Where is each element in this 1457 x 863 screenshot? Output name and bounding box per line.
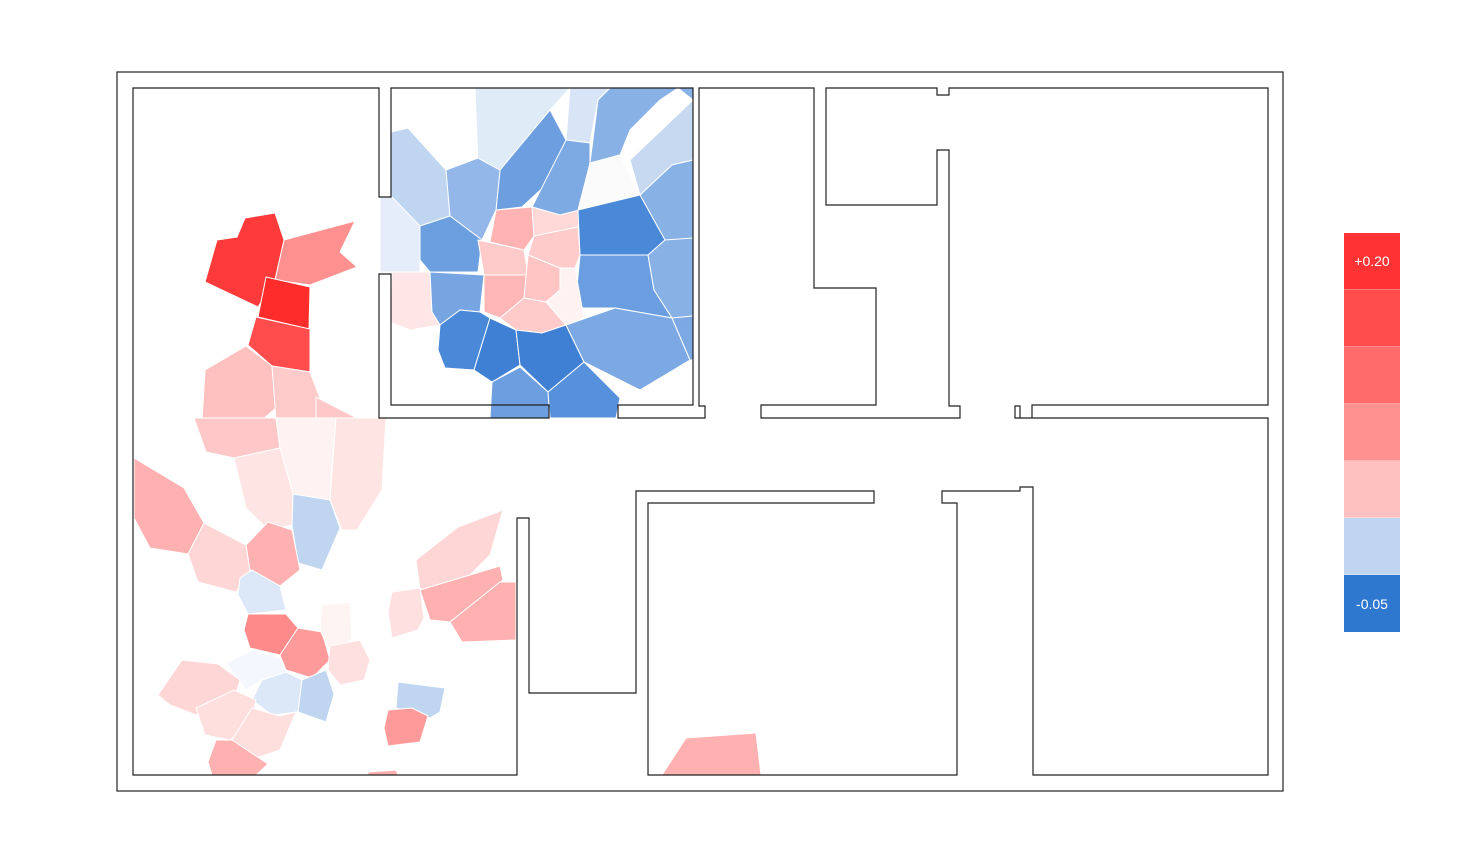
room-wall xyxy=(378,273,550,419)
floor-plan-walls xyxy=(116,71,1284,792)
color-legend: +0.20 -0.05 xyxy=(1344,233,1400,632)
heatmap-cell xyxy=(133,457,205,555)
heatmap-cells-left-room xyxy=(133,212,517,776)
heatmap-cell xyxy=(327,639,371,686)
heatmap-cell xyxy=(274,220,358,286)
legend-max-label: +0.20 xyxy=(1354,253,1390,269)
heatmap-cell xyxy=(291,493,341,571)
heatmap-cell xyxy=(315,396,359,421)
heatmap-cell xyxy=(329,417,387,531)
legend-bin-7: -0.05 xyxy=(1344,575,1400,632)
heatmap-cell xyxy=(449,581,517,643)
heatmap-cell xyxy=(676,87,694,102)
legend-bin-3 xyxy=(1344,347,1400,404)
heatmap-cell xyxy=(489,206,535,251)
heatmap-cell xyxy=(237,569,287,615)
legend-bin-6 xyxy=(1344,518,1400,575)
heatmap-cell xyxy=(383,707,429,747)
legend-bin-1: +0.20 xyxy=(1344,233,1400,290)
heatmap-cell xyxy=(419,565,504,623)
heatmap-cell xyxy=(661,732,762,776)
heatmap-cell xyxy=(271,365,321,421)
heatmap-cell xyxy=(419,215,483,273)
legend-min-label: -0.05 xyxy=(1356,595,1388,612)
heatmap-cell xyxy=(367,769,399,776)
legend-bin-2 xyxy=(1344,290,1400,347)
heatmap-cells-upper-room xyxy=(379,87,694,419)
heatmap-cell xyxy=(207,739,269,776)
heatmap-cell xyxy=(245,521,301,587)
heatmap-cells-lower-room xyxy=(661,732,762,776)
heatmap-cell xyxy=(387,587,425,639)
heatmap-cell xyxy=(473,317,521,383)
outer-wall xyxy=(116,71,1284,792)
legend-bin-4 xyxy=(1344,404,1400,461)
heatmap-cell xyxy=(589,87,680,164)
heatmap-cell xyxy=(297,669,335,723)
legend-bin-5 xyxy=(1344,461,1400,518)
room-wall xyxy=(132,87,1269,776)
